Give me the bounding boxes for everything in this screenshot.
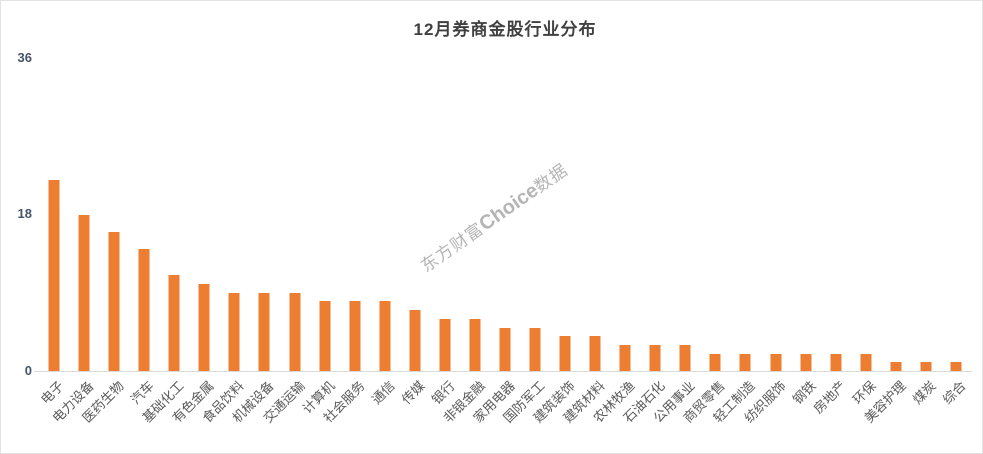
- y-axis-tick-0: 0: [24, 363, 32, 378]
- bar: [950, 362, 962, 371]
- bar: [439, 318, 451, 371]
- bar: [469, 318, 481, 371]
- bar-column: 电力设备: [49, 58, 99, 426]
- chart-title: 12月券商金股行业分布: [413, 20, 597, 39]
- bar: [559, 336, 571, 371]
- bar: [679, 344, 691, 371]
- bar-column: 社会服务: [320, 58, 370, 426]
- bar: [138, 249, 150, 371]
- x-axis-label: 通信: [368, 378, 398, 408]
- bar: [800, 353, 812, 371]
- bar-column: 纺织服饰: [741, 58, 791, 426]
- bar: [409, 310, 421, 371]
- x-axis-label: 传媒: [398, 378, 428, 408]
- bar-column: 轻工制造: [711, 58, 760, 426]
- bar: [108, 231, 120, 371]
- bar-column: 电子: [38, 58, 69, 407]
- bar-column: 石油石化: [621, 58, 670, 426]
- bar: [289, 292, 301, 371]
- bar: [379, 301, 391, 371]
- bar: [228, 292, 240, 371]
- bar-column: 医药生物: [79, 58, 129, 426]
- bar: [619, 344, 631, 371]
- bar-column: 钢铁: [789, 58, 821, 407]
- bar: [78, 214, 90, 371]
- bar: [198, 284, 210, 371]
- bars-container: 电子 电力设备 医药生物 汽车 基础化工 有色金属 食品饮料 机械设备 交通运输 计算机 社会服务通…: [38, 58, 971, 426]
- bar-column: 有色金属: [170, 58, 219, 426]
- bar-column: 计算机: [299, 58, 340, 416]
- bar: [529, 327, 541, 371]
- bar-column: 汽车: [128, 58, 159, 407]
- bar-column: 公用事业: [651, 58, 700, 426]
- bar: [48, 179, 60, 371]
- bar-column: 综合: [940, 58, 971, 407]
- bar: [349, 301, 361, 371]
- bar-column: 房地产: [810, 58, 851, 416]
- bar-column: 建筑装饰: [530, 58, 580, 426]
- y-axis-tick-18: 18: [17, 206, 32, 221]
- bar: [709, 353, 721, 371]
- plot-area: 东方财富Choice数据 电子 电力设备 医药生物 汽车 基础化工 有色金属 食品饮料 机械设…: [34, 58, 972, 426]
- bar-column: 商贸零售: [681, 58, 730, 426]
- bar: [770, 353, 782, 371]
- bar-column: 农林牧渔: [591, 58, 640, 426]
- bar-column: 非银金融: [440, 58, 490, 426]
- x-axis-line: [34, 371, 972, 372]
- bar: [258, 292, 270, 371]
- bar-column: 机械设备: [230, 58, 279, 426]
- bar-column: 交通运输: [260, 58, 310, 426]
- bar: [860, 353, 872, 371]
- bar: [589, 336, 601, 371]
- x-axis-label: 房地产: [810, 378, 849, 417]
- x-axis-label: 综合: [939, 378, 969, 408]
- bar-column: 食品饮料: [200, 58, 249, 426]
- x-axis-label: 煤炭: [909, 378, 939, 408]
- bar-column: 银行: [429, 58, 460, 407]
- bar-column: 基础化工: [140, 58, 189, 426]
- bar-column: 美容护理: [861, 58, 911, 426]
- bar: [649, 344, 661, 371]
- bar: [499, 327, 511, 371]
- bar-column: 家用电器: [470, 58, 520, 426]
- bar: [168, 275, 180, 371]
- bar-column: 煤炭: [910, 58, 941, 407]
- bar-column: 传媒: [399, 58, 430, 407]
- bar-column: 环保: [849, 58, 881, 407]
- bar-column: 通信: [368, 58, 400, 407]
- bar: [830, 353, 842, 371]
- bar: [890, 362, 902, 371]
- bar: [739, 353, 751, 371]
- bar: [319, 301, 331, 371]
- y-axis-tick-36: 36: [17, 50, 32, 65]
- bar-column: 建筑材料: [560, 58, 610, 426]
- bar-column: 国防军工: [500, 58, 550, 426]
- bar: [920, 362, 932, 371]
